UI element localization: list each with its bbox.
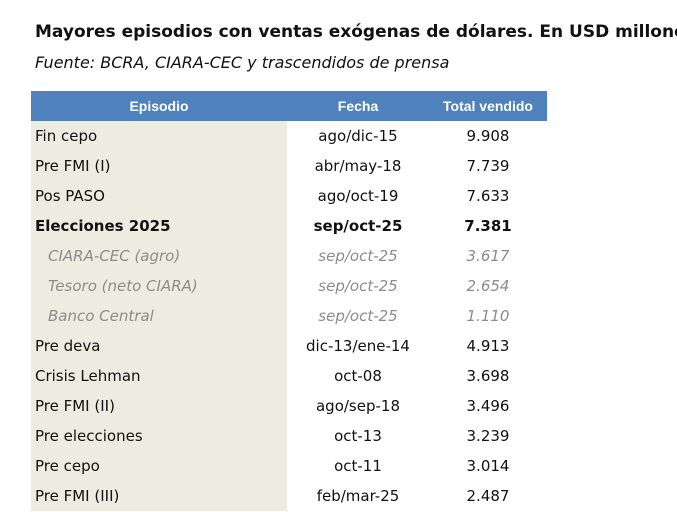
cell-total: 3.698 [466, 367, 510, 385]
cell-episodio: Banco Central [31, 301, 287, 331]
cell-total: 3.617 [466, 247, 510, 265]
cell-total: 9.908 [466, 127, 510, 145]
cell-fecha: ago/sep-18 [315, 397, 400, 415]
cell-fecha: feb/mar-25 [316, 487, 400, 505]
cell-total: 2.487 [466, 487, 510, 505]
table-row: CIARA-CEC (agro) sep/oct-25 3.617 [31, 241, 547, 271]
table-row: Banco Central sep/oct-25 1.110 [31, 301, 547, 331]
cell-total: 2.654 [466, 277, 510, 295]
cell-total: 7.633 [466, 187, 510, 205]
cell-episodio: Pre FMI (III) [31, 481, 287, 511]
cell-fecha: abr/may-18 [314, 157, 402, 175]
table-row: Crisis Lehman oct-08 3.698 [31, 361, 547, 391]
cell-total: 3.496 [466, 397, 510, 415]
cell-fecha: dic-13/ene-14 [306, 337, 410, 355]
cell-episodio: Elecciones 2025 [31, 211, 287, 241]
cell-fecha: ago/oct-19 [317, 187, 399, 205]
cell-episodio: CIARA-CEC (agro) [31, 241, 287, 271]
cell-episodio: Pre deva [31, 331, 287, 361]
cell-episodio: Pre FMI (I) [31, 151, 287, 181]
cell-total: 7.381 [464, 217, 512, 235]
table-subtitle: Fuente: BCRA, CIARA-CEC y trascendidos d… [35, 53, 450, 72]
header-total: Total vendido [429, 91, 547, 121]
cell-total: 4.913 [466, 337, 510, 355]
table-title: Mayores episodios con ventas exógenas de… [35, 22, 677, 42]
cell-episodio: Tesoro (neto CIARA) [31, 271, 287, 301]
cell-episodio: Pre FMI (II) [31, 391, 287, 421]
cell-episodio: Pre cepo [31, 451, 287, 481]
table-row: Pre elecciones oct-13 3.239 [31, 421, 547, 451]
cell-fecha: oct-08 [334, 367, 382, 385]
cell-total: 3.239 [466, 427, 510, 445]
table-row: Pre deva dic-13/ene-14 4.913 [31, 331, 547, 361]
cell-fecha: ago/dic-15 [318, 127, 398, 145]
cell-fecha: oct-13 [334, 427, 382, 445]
cell-fecha: sep/oct-25 [318, 277, 398, 295]
cell-fecha: sep/oct-25 [318, 247, 398, 265]
table-row: Fin cepo ago/dic-15 9.908 [31, 121, 547, 151]
cell-fecha: sep/oct-25 [318, 307, 398, 325]
table-row: Pre FMI (II) ago/sep-18 3.496 [31, 391, 547, 421]
cell-total: 7.739 [466, 157, 510, 175]
cell-episodio: Pos PASO [31, 181, 287, 211]
table-row: Pre cepo oct-11 3.014 [31, 451, 547, 481]
episodes-table: Episodio Fecha Total vendido Fin cepo ago… [31, 91, 547, 511]
table-row: Pre FMI (III) feb/mar-25 2.487 [31, 481, 547, 511]
header-episodio: Episodio [31, 91, 287, 121]
cell-episodio: Pre elecciones [31, 421, 287, 451]
table-row: Pre FMI (I) abr/may-18 7.739 [31, 151, 547, 181]
table-body: Fin cepo ago/dic-15 9.908 Pre FMI (I) abr/ma… [31, 121, 547, 511]
table-row: Pos PASO ago/oct-19 7.633 [31, 181, 547, 211]
header-row: Episodio Fecha Total vendido [31, 91, 547, 121]
table-row: Elecciones 2025 sep/oct-25 7.381 [31, 211, 547, 241]
cell-total: 1.110 [466, 307, 510, 325]
header-fecha: Fecha [287, 91, 429, 121]
cell-fecha: oct-11 [334, 457, 382, 475]
cell-fecha: sep/oct-25 [313, 217, 403, 235]
cell-episodio: Fin cepo [31, 121, 287, 151]
table-row: Tesoro (neto CIARA) sep/oct-25 2.654 [31, 271, 547, 301]
cell-episodio: Crisis Lehman [31, 361, 287, 391]
cell-total: 3.014 [466, 457, 510, 475]
